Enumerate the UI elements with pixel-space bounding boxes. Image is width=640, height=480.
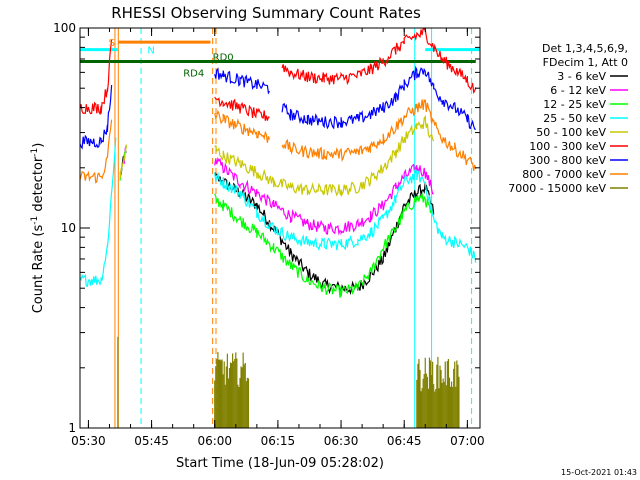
series-1-line (214, 156, 434, 236)
series-7-line (281, 99, 477, 171)
x-tick-label-0: 05:30 (71, 434, 106, 448)
x-tick-label-1: 05:45 (134, 434, 169, 448)
plot-frame (79, 27, 481, 429)
y-axis-label: Count Rate (s-1 detector-1) (30, 143, 46, 314)
y-axis-label-sup1: -1 (30, 216, 40, 225)
series-5-line (281, 28, 477, 95)
legend-label-3: 25 - 50 keV (543, 112, 606, 125)
y-axis-label-end: ) (31, 143, 46, 148)
series-5-line (214, 96, 270, 121)
series-4 (119, 115, 435, 198)
series-6 (80, 65, 477, 150)
plot-area: RD4 RD0 S N (80, 28, 480, 428)
series-8 (117, 336, 460, 428)
series-1 (119, 145, 434, 236)
footer-timestamp: 15-Oct-2021 01:43 (561, 468, 637, 477)
series-7-line (80, 119, 113, 184)
series-5 (80, 28, 477, 121)
y-tick-label-0: 1 (68, 421, 76, 435)
series-3 (80, 137, 477, 287)
legend-label-7: 800 - 7000 keV (522, 168, 606, 181)
legend-label-2: 12 - 25 keV (543, 98, 606, 111)
legend-header-line1: Det 1,3,4,5,6,9, (542, 42, 628, 55)
series-3-line (214, 168, 477, 263)
legend-label-8: 7000 - 15000 keV (508, 182, 606, 195)
series-7 (80, 99, 477, 184)
series-6-line (214, 67, 271, 95)
annotation-rd0: RD0 (213, 53, 234, 64)
y-axis-label-main: Count Rate (s (31, 225, 46, 314)
legend-header-line2: FDecim 1, Att 0 (543, 56, 628, 69)
y-tick-label-2: 100 (53, 21, 76, 35)
series-6-line (80, 85, 113, 150)
series-4-line (119, 144, 127, 179)
series-2-line (214, 193, 435, 298)
series-3-line (80, 137, 117, 287)
y-axis-label-mid: detector (31, 156, 46, 216)
legend-label-6: 300 - 800 keV (529, 154, 606, 167)
annotation-rd4: RD4 (183, 68, 204, 79)
x-tick-label-2: 06:00 (197, 434, 232, 448)
series-6-line (281, 65, 477, 130)
plot-clip-group (80, 28, 480, 428)
series-0-line (214, 172, 435, 296)
chart-title: RHESSI Observing Summary Count Rates (111, 4, 421, 22)
series-5-line (80, 39, 113, 116)
legend-label-4: 50 - 100 keV (536, 126, 606, 139)
annotation-s: S (109, 38, 115, 49)
x-axis-ticks: 05:30 05:45 06:00 06:15 06:30 06:45 07:00 (71, 28, 485, 448)
series-0 (119, 149, 435, 296)
x-tick-label-5: 06:45 (387, 434, 422, 448)
legend: Det 1,3,4,5,6,9, FDecim 1, Att 0 3 - 6 k… (508, 42, 628, 195)
series-4-line (214, 115, 435, 198)
x-tick-label-4: 06:30 (324, 434, 359, 448)
x-axis-label: Start Time (18-Jun-09 05:28:02) (176, 456, 384, 471)
x-tick-label-6: 07:00 (450, 434, 485, 448)
legend-label-0: 3 - 6 keV (557, 70, 606, 83)
y-axis-ticks: 1 10 100 (53, 21, 480, 435)
series-7-line (214, 109, 271, 143)
legend-label-1: 6 - 12 keV (550, 84, 606, 97)
annotation-n: N (147, 46, 154, 57)
y-axis-label-sup2: -1 (30, 148, 40, 157)
y-tick-label-1: 10 (61, 221, 76, 235)
x-tick-label-3: 06:15 (261, 434, 296, 448)
legend-label-5: 100 - 300 keV (529, 140, 606, 153)
